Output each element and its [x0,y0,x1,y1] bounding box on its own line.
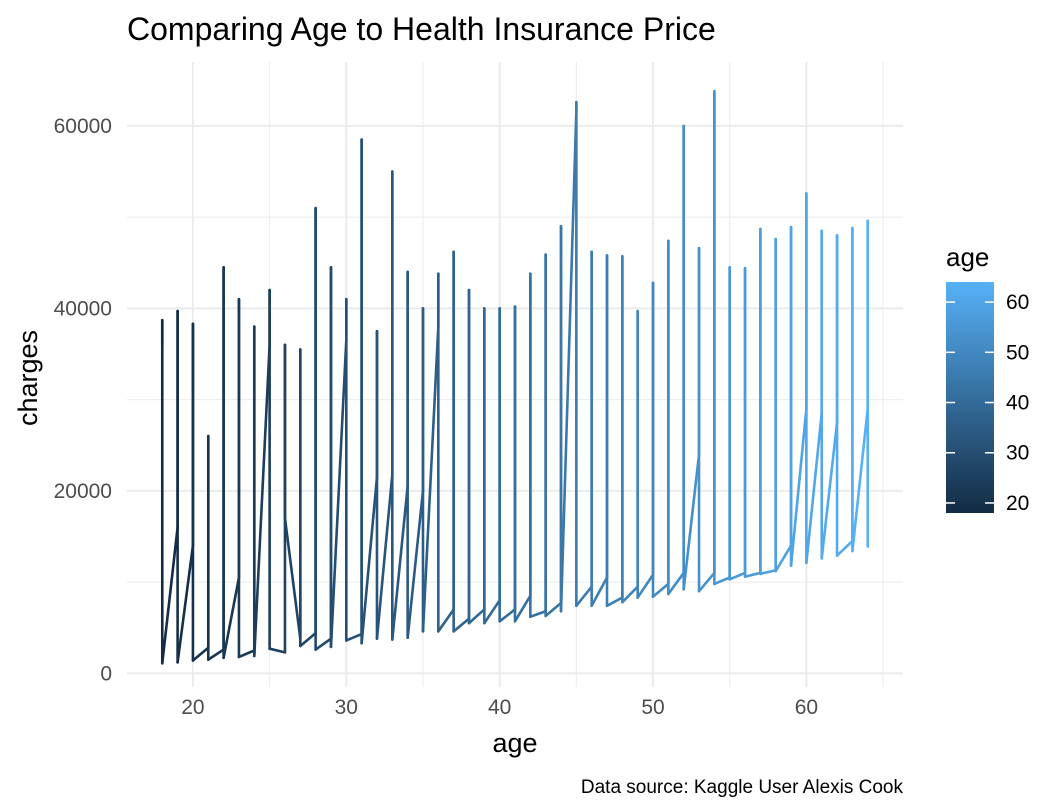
x-axis-ticks: 20 30 40 50 60 [181,696,818,719]
line-segment [544,601,563,618]
line-segment [728,571,747,581]
line-segment [160,526,179,665]
x-axis-title: age [492,728,537,758]
line-segment [391,484,409,641]
y-tick-label: 0 [100,662,112,685]
line-segment [252,343,271,658]
line-segment [636,573,655,599]
line-segment [483,599,501,625]
line-segment [222,576,241,660]
y-tick-label: 60000 [54,115,112,138]
line-segment [713,576,732,586]
y-tick-label: 20000 [54,480,112,503]
caption: Data source: Kaggle User Alexis Cook [581,777,904,798]
line-segment [789,407,808,567]
line-segment [575,585,593,608]
line-segment [191,646,210,662]
colorbar-legend: age 20 30 40 50 60 [946,242,1029,515]
line-segment [590,576,609,608]
colorbar-ticks: 20 30 40 50 60 [946,291,1029,515]
x-tick-label: 30 [335,696,358,719]
line-segment [421,325,440,633]
legend-label: 40 [1006,392,1029,415]
line-segment [820,421,839,560]
line-segment [283,516,302,640]
line-segment [759,568,778,576]
legend-label: 30 [1006,442,1029,465]
line-segment [375,473,394,640]
line-segment [176,544,195,664]
x-tick-label: 60 [795,696,818,719]
line-segment [268,647,287,654]
line-segment [498,608,517,623]
line-segment [452,617,471,633]
line-segment [529,609,547,619]
legend-label: 20 [1006,492,1029,515]
chart-title: Comparing Age to Health Insurance Price [127,11,716,47]
line-segment [360,475,379,645]
x-tick-label: 40 [488,696,511,719]
y-axis-ticks: 0 20000 40000 60000 [54,115,112,685]
line-segment [697,571,716,593]
line-segment [206,648,225,661]
line-segment [851,407,870,553]
series-line [160,89,870,665]
line-segment [314,637,333,651]
x-tick-label: 50 [641,696,664,719]
line-segment [774,544,793,573]
legend-label: 60 [1006,291,1029,314]
line-segment [437,608,455,633]
line-segment [743,571,762,578]
line-segment [406,489,425,640]
line-segment [298,631,317,648]
line-segment [605,596,624,608]
line-segment [467,608,486,625]
legend-title: age [946,242,989,272]
line-segment [237,649,256,659]
line-segment [329,338,348,649]
line-segment [513,594,532,623]
legend-label: 50 [1006,341,1029,364]
x-tick-label: 20 [181,696,204,719]
colorbar [946,282,994,513]
line-segment [559,109,578,613]
y-tick-label: 40000 [54,297,112,320]
line-segment [651,582,670,598]
y-axis-title: charges [13,330,43,426]
line-segment [667,571,686,596]
line-segment [344,632,363,642]
line-segment [805,411,824,565]
line-segment [621,585,639,604]
line-segment [835,539,854,557]
line-segment [682,453,701,591]
